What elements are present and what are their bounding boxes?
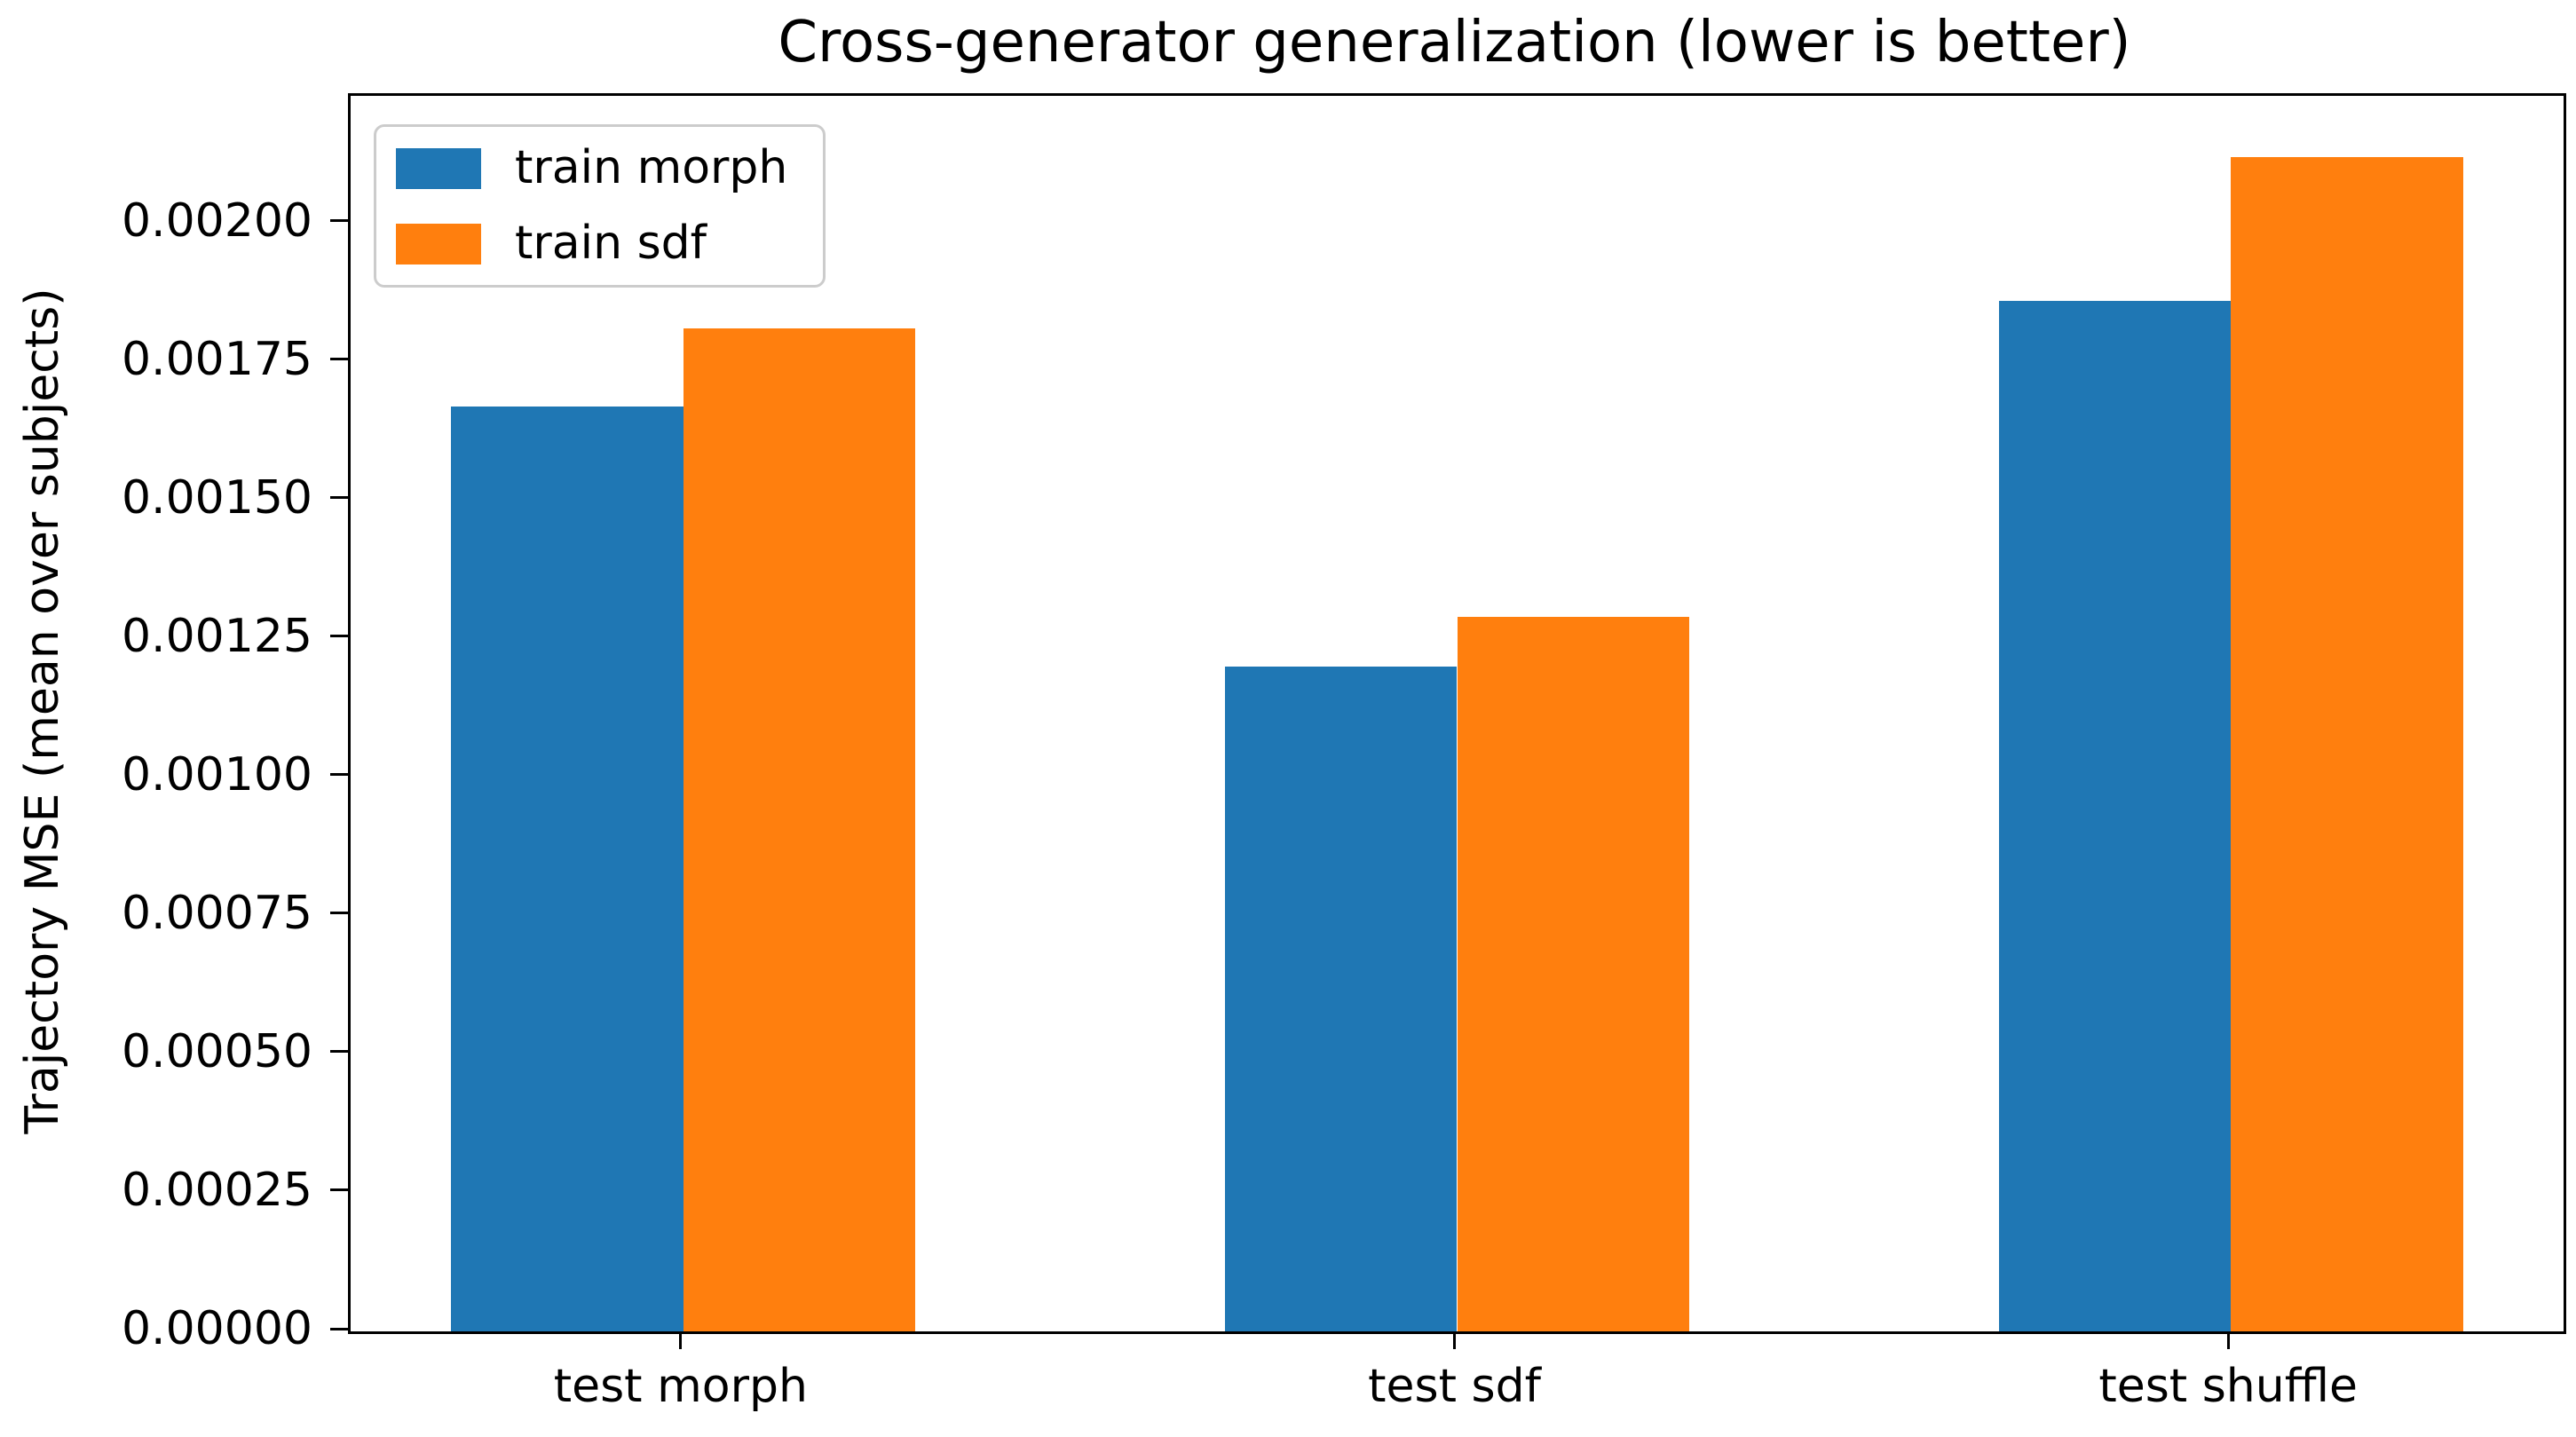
- bar-train-morph-test-morph: [451, 406, 684, 1331]
- y-tick-mark: [330, 219, 348, 223]
- legend-swatch-train-morph: [396, 147, 481, 189]
- bar-train-sdf-test-morph: [683, 328, 916, 1331]
- bar-train-sdf-test-shuffle: [2231, 156, 2463, 1331]
- y-tick-label: 0.00200: [121, 193, 312, 248]
- x-tick-label: test shuffle: [2098, 1360, 2358, 1413]
- legend-item-train-morph: train morph: [396, 141, 788, 194]
- legend: train morph train sdf: [374, 124, 826, 288]
- y-axis-label: Trajectory MSE (mean over subjects): [16, 288, 69, 1134]
- x-tick-mark: [2226, 1331, 2230, 1349]
- y-tick-label: 0.00125: [121, 609, 312, 663]
- x-tick-mark: [679, 1331, 683, 1349]
- y-tick-mark: [330, 496, 348, 500]
- y-tick-mark: [330, 773, 348, 777]
- x-tick-mark: [1453, 1331, 1456, 1349]
- bar-train-sdf-test-sdf: [1457, 616, 1689, 1331]
- y-tick-mark: [330, 912, 348, 915]
- legend-label: train morph: [515, 141, 788, 194]
- bar-train-morph-test-shuffle: [1998, 300, 2232, 1331]
- chart-title: Cross-generator generalization (lower is…: [778, 10, 2131, 75]
- y-tick-label: 0.00075: [121, 886, 312, 940]
- y-tick-label: 0.00175: [121, 332, 312, 386]
- y-tick-mark: [330, 635, 348, 638]
- legend-swatch-train-sdf: [396, 223, 481, 265]
- bar-train-morph-test-sdf: [1224, 666, 1458, 1331]
- plot-area: train morph train sdf: [348, 93, 2566, 1334]
- x-tick-label: test sdf: [1368, 1360, 1541, 1413]
- legend-label: train sdf: [515, 217, 707, 271]
- y-tick-label: 0.00025: [121, 1163, 312, 1217]
- legend-item-train-sdf: train sdf: [396, 217, 787, 271]
- y-tick-mark: [330, 1188, 348, 1192]
- x-tick-label: test morph: [553, 1360, 808, 1413]
- y-tick-mark: [330, 1050, 348, 1054]
- y-tick-mark: [330, 358, 348, 361]
- y-tick-label: 0.00000: [121, 1302, 312, 1355]
- y-tick-label: 0.00150: [121, 470, 312, 525]
- y-tick-mark: [330, 1327, 348, 1330]
- y-tick-label: 0.00100: [121, 747, 312, 801]
- y-tick-label: 0.00050: [121, 1024, 312, 1078]
